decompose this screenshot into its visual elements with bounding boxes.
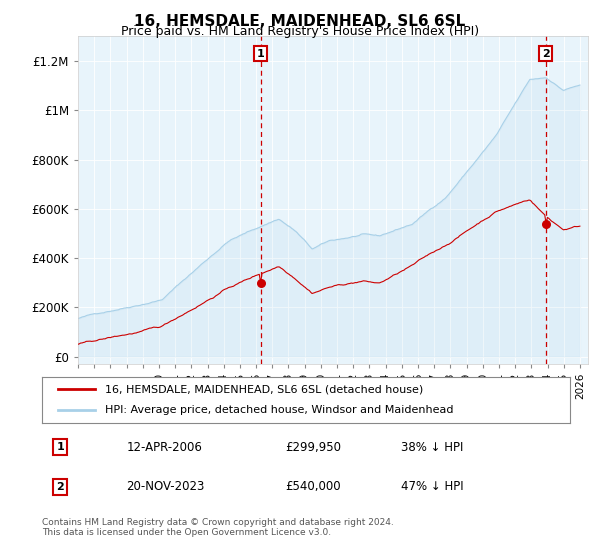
Text: 16, HEMSDALE, MAIDENHEAD, SL6 6SL: 16, HEMSDALE, MAIDENHEAD, SL6 6SL xyxy=(134,14,466,29)
Text: 47% ↓ HPI: 47% ↓ HPI xyxy=(401,480,464,493)
Text: 16, HEMSDALE, MAIDENHEAD, SL6 6SL (detached house): 16, HEMSDALE, MAIDENHEAD, SL6 6SL (detac… xyxy=(106,384,424,394)
Text: 12-APR-2006: 12-APR-2006 xyxy=(127,441,202,454)
Point xyxy=(256,278,265,287)
Text: Contains HM Land Registry data © Crown copyright and database right 2024.
This d: Contains HM Land Registry data © Crown c… xyxy=(42,518,394,538)
Text: 1: 1 xyxy=(56,442,64,452)
Text: £299,950: £299,950 xyxy=(285,441,341,454)
Text: Price paid vs. HM Land Registry's House Price Index (HPI): Price paid vs. HM Land Registry's House … xyxy=(121,25,479,38)
Text: 1: 1 xyxy=(257,49,265,59)
Text: £540,000: £540,000 xyxy=(285,480,341,493)
Text: 38% ↓ HPI: 38% ↓ HPI xyxy=(401,441,463,454)
Text: 20-NOV-2023: 20-NOV-2023 xyxy=(127,480,205,493)
Text: 2: 2 xyxy=(56,482,64,492)
Text: HPI: Average price, detached house, Windsor and Maidenhead: HPI: Average price, detached house, Wind… xyxy=(106,405,454,416)
Point xyxy=(541,219,551,228)
Text: 2: 2 xyxy=(542,49,550,59)
